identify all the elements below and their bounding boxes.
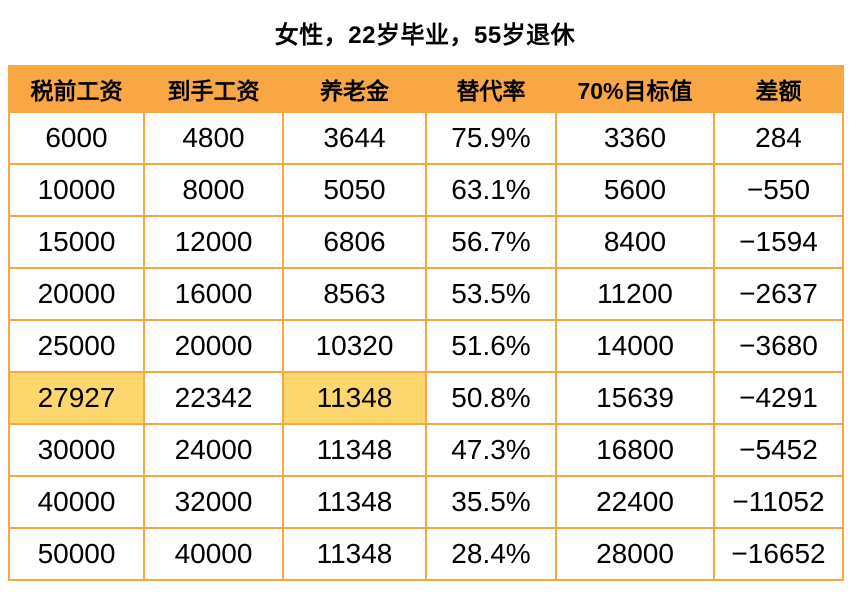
table-cell: 14000 [555,319,715,373]
table-cell: 15639 [555,371,715,425]
table-cell: 3360 [555,111,715,165]
table-cell: 6000 [8,111,145,165]
table-cell: 47.3% [425,423,557,477]
table-cell: 11348 [282,475,427,529]
table-row: 40000 32000 11348 35.5% 22400 −11052 [8,475,844,529]
table-cell: −4291 [713,371,844,425]
table-row: 30000 24000 11348 47.3% 16800 −5452 [8,423,844,477]
table-row: 15000 12000 6806 56.7% 8400 −1594 [8,215,844,269]
table-cell: 5050 [282,163,427,217]
page-title: 女性，22岁毕业，55岁退休 [274,22,576,49]
table-cell: 20000 [143,319,284,373]
table-cell: 284 [713,111,844,165]
pension-replacement-table: 税前工资 到手工资 养老金 替代率 70%目标值 差额 6000 4800 3644 75.9%… [8,65,844,581]
table-cell: −1594 [713,215,844,269]
table-cell: 25000 [8,319,145,373]
table-cell: 40000 [143,527,284,581]
table-cell: 53.5% [425,267,557,321]
table-cell: 35.5% [425,475,557,529]
table-cell: −3680 [713,319,844,373]
table-cell: 32000 [143,475,284,529]
table-cell: 8000 [143,163,284,217]
table-cell: 27927 [8,371,145,425]
table-cell: 10000 [8,163,145,217]
table-cell: 50000 [8,527,145,581]
column-header: 差额 [713,65,844,113]
table-cell: 28.4% [425,527,557,581]
header-row: 税前工资 到手工资 养老金 替代率 70%目标值 差额 [8,65,844,113]
table-cell: 11348 [282,423,427,477]
table-cell: 51.6% [425,319,557,373]
table-cell: 8563 [282,267,427,321]
table-cell: 20000 [8,267,145,321]
table-cell: 22342 [143,371,284,425]
table-cell: −550 [713,163,844,217]
table-row: 27927 22342 11348 50.8% 15639 −4291 [8,371,844,425]
table-cell: −16652 [713,527,844,581]
table-cell: 4800 [143,111,284,165]
table-row: 25000 20000 10320 51.6% 14000 −3680 [8,319,844,373]
table-cell: 22400 [555,475,715,529]
table-cell: 3644 [282,111,427,165]
column-header: 70%目标值 [555,65,715,113]
table-cell: 56.7% [425,215,557,269]
table-row: 6000 4800 3644 75.9% 3360 284 [8,111,844,165]
table-cell: 11348 [282,527,427,581]
table-row: 50000 40000 11348 28.4% 28000 −16652 [8,527,844,581]
table-cell: 10320 [282,319,427,373]
column-header: 养老金 [282,65,427,113]
column-header: 替代率 [425,65,557,113]
table-cell: 5600 [555,163,715,217]
table-cell: 11200 [555,267,715,321]
table-cell: 16800 [555,423,715,477]
column-header: 到手工资 [143,65,284,113]
table-cell: 40000 [8,475,145,529]
table-cell: 63.1% [425,163,557,217]
table-row: 20000 16000 8563 53.5% 11200 −2637 [8,267,844,321]
table-cell: 8400 [555,215,715,269]
table-cell: 30000 [8,423,145,477]
table-cell: 28000 [555,527,715,581]
column-header: 税前工资 [8,65,145,113]
table-cell: −11052 [713,475,844,529]
table-cell: 6806 [282,215,427,269]
table-cell: −2637 [713,267,844,321]
table-cell: −5452 [713,423,844,477]
table-cell: 12000 [143,215,284,269]
table-cell: 24000 [143,423,284,477]
table-row: 10000 8000 5050 63.1% 5600 −550 [8,163,844,217]
table-cell: 75.9% [425,111,557,165]
table-cell: 50.8% [425,371,557,425]
table-cell: 11348 [282,371,427,425]
table-cell: 16000 [143,267,284,321]
table-cell: 15000 [8,215,145,269]
